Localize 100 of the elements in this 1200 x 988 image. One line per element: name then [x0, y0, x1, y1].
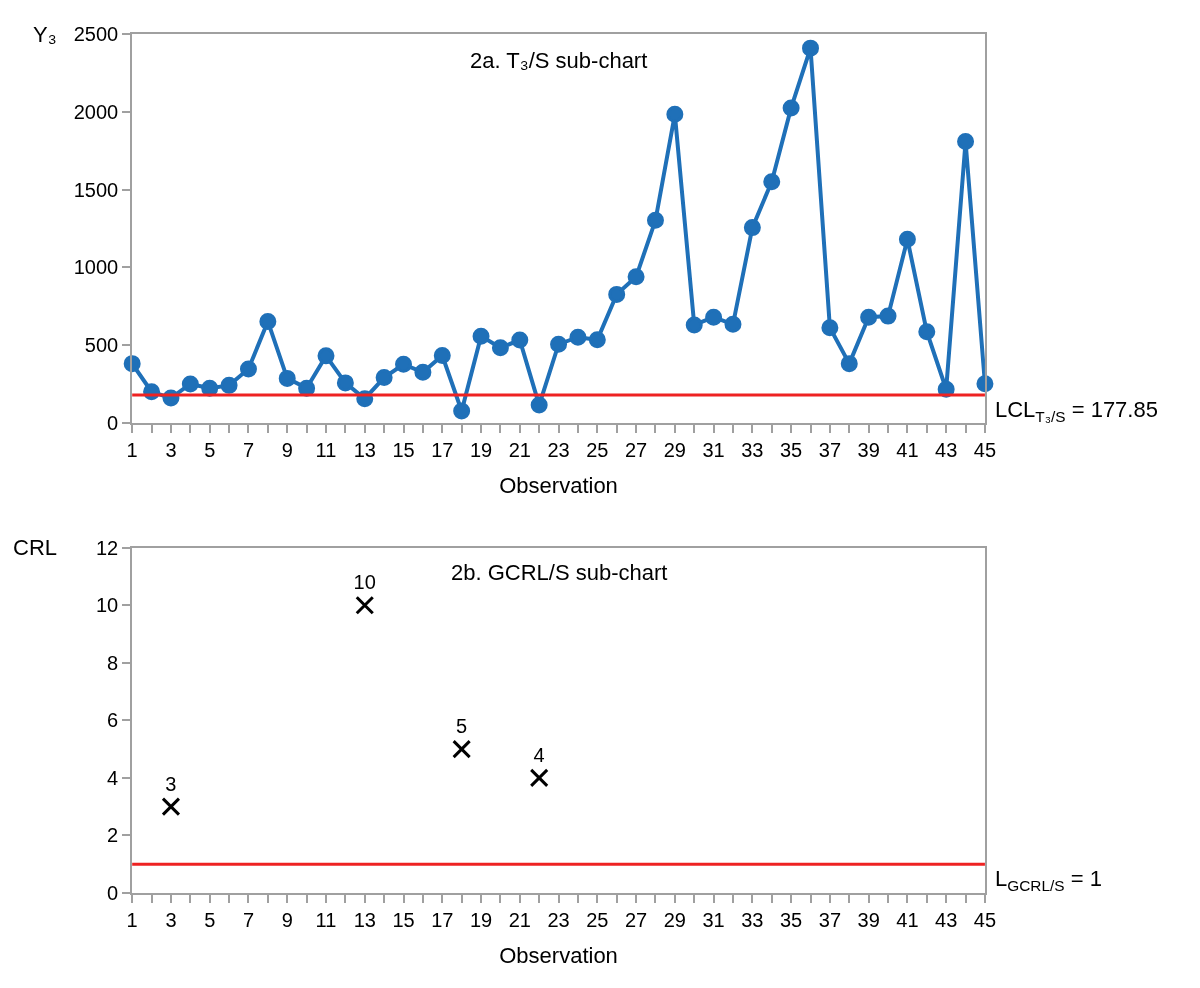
x-tick-label: 5	[204, 438, 216, 461]
x-tick-label: 25	[586, 438, 609, 461]
point	[569, 328, 587, 346]
x-tick-label: 21	[508, 438, 531, 461]
x-tick-label: 39	[857, 908, 880, 931]
point	[239, 360, 257, 378]
x-tick-label: 15	[392, 438, 415, 461]
x-tick-label: 21	[508, 908, 531, 931]
x-tick-label: 3	[165, 908, 177, 931]
data-label: 3	[165, 772, 177, 795]
ref-line-label: L$_{GCRL/S}$ = 1	[995, 866, 1102, 894]
data-label: 4	[533, 743, 545, 766]
point	[627, 268, 645, 286]
point	[705, 308, 723, 326]
ref-line-label: LCL$_{T₃/S}$ = 177.85	[995, 397, 1158, 425]
point	[860, 308, 878, 326]
point	[336, 374, 354, 392]
x-tick-label: 45	[973, 908, 997, 931]
x-tick-label: 7	[242, 908, 255, 931]
point	[840, 355, 858, 373]
x-tick-label: 27	[624, 438, 648, 461]
x-tick-label: 41	[896, 908, 919, 931]
point	[375, 369, 393, 387]
x-tick-label: 45	[973, 438, 997, 461]
point	[511, 331, 529, 349]
x-tick-label: 35	[780, 908, 803, 931]
x-tick-label: 11	[315, 908, 337, 931]
text: 2a. T₃/S sub-chart	[470, 48, 648, 73]
point	[588, 331, 606, 349]
point	[453, 402, 471, 420]
x-tick-label: 35	[780, 438, 803, 461]
x-tick-label: 31	[702, 438, 725, 461]
point	[957, 133, 975, 151]
data-label: 5	[456, 715, 468, 738]
y-tick-label: 0	[107, 411, 119, 434]
y-tick-label: 500	[84, 334, 119, 356]
x-tick-label: 17	[431, 438, 454, 461]
x-tick-label: 23	[547, 438, 570, 461]
x-tick-label: 11	[315, 438, 337, 461]
y-tick-label: 12	[95, 536, 119, 559]
y-tick-label: 2000	[73, 101, 119, 124]
x-tick-label: 19	[469, 908, 493, 931]
point	[529, 768, 549, 788]
point	[782, 99, 800, 117]
x-tick-label: 29	[663, 908, 686, 931]
x-tick-label: 5	[204, 908, 216, 931]
x-tick-label: 13	[353, 438, 376, 461]
point	[201, 379, 219, 397]
y-tick-label: 4	[107, 766, 119, 789]
x-tick-label: 15	[392, 908, 415, 931]
data-label: 10	[353, 571, 376, 594]
point	[298, 379, 316, 397]
y-axis-title: CRL	[13, 535, 58, 560]
point	[161, 797, 181, 817]
x-tick-label: 17	[431, 908, 454, 931]
x-tick-label: 23	[547, 908, 570, 931]
point	[472, 327, 490, 345]
y-tick-label: 10	[95, 594, 119, 617]
point	[821, 319, 839, 337]
x-tick-label: 29	[663, 438, 686, 461]
x-tick-label: 43	[935, 438, 958, 461]
point	[763, 173, 781, 191]
point	[414, 363, 432, 381]
x-tick-label: 33	[741, 908, 764, 931]
x-tick-label: 33	[741, 438, 764, 461]
point	[452, 739, 472, 759]
point	[395, 355, 413, 373]
point	[724, 315, 742, 333]
x-tick-label: 43	[935, 908, 958, 931]
y-axis-title: Y₃	[33, 22, 57, 47]
x-tick-label: 19	[469, 438, 493, 461]
point	[355, 595, 375, 615]
point	[918, 323, 936, 341]
point	[743, 219, 761, 237]
point	[491, 339, 509, 357]
x-tick-label: 39	[857, 438, 880, 461]
point	[550, 335, 568, 353]
point	[802, 39, 820, 57]
x-tick-label: 31	[702, 908, 725, 931]
y-tick-label: 2500	[73, 23, 119, 46]
point	[530, 396, 548, 414]
point	[646, 211, 664, 229]
y-tick-label: 1500	[73, 178, 119, 201]
point	[317, 347, 335, 365]
point	[220, 376, 238, 394]
text: 2b. GCRL/S sub-chart	[451, 560, 668, 585]
point	[666, 105, 684, 123]
x-tick-label: 37	[818, 438, 842, 461]
point	[879, 307, 897, 325]
y-tick-label: 6	[107, 709, 119, 732]
point	[181, 375, 199, 393]
x-tick-label: 7	[242, 438, 255, 461]
x-tick-label: 1	[126, 438, 138, 461]
point	[685, 316, 703, 334]
point	[433, 347, 451, 365]
y-tick-label: 2	[107, 824, 119, 847]
x-axis-title: Observation	[499, 473, 618, 499]
x-tick-label: 9	[281, 908, 293, 931]
x-tick-label: 37	[818, 908, 842, 931]
x-tick-label: 1	[126, 908, 138, 931]
